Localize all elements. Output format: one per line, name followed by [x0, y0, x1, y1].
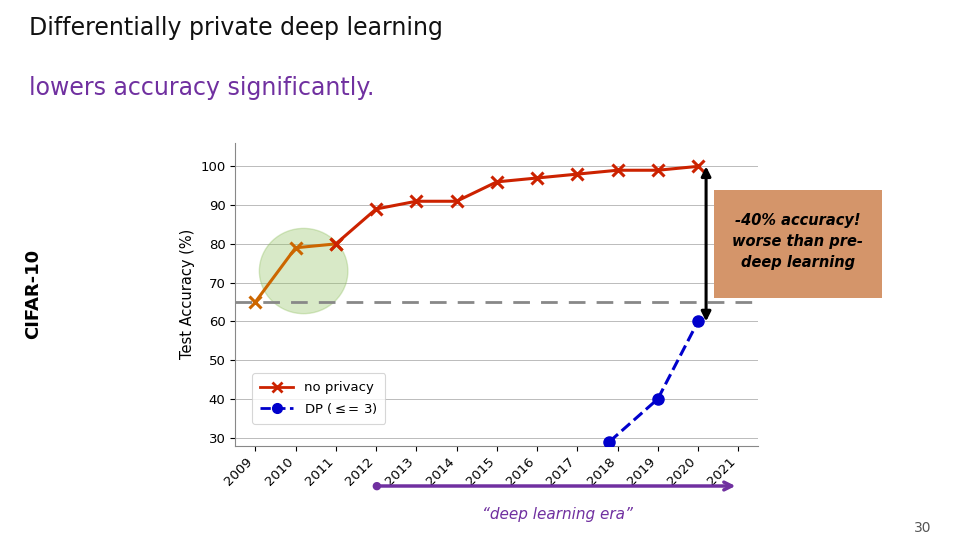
Line: DP ($\leq$= 3): DP ($\leq$= 3) [604, 316, 704, 447]
Ellipse shape [259, 228, 348, 314]
DP ($\leq$= 3) [652, 396, 663, 402]
Text: Differentially private deep learning: Differentially private deep learning [29, 16, 443, 40]
Legend: no privacy, DP ($\leq$= 3): no privacy, DP ($\leq$= 3) [252, 373, 385, 424]
Text: 30: 30 [914, 521, 931, 535]
FancyBboxPatch shape [708, 186, 889, 302]
DP ($\leq$= 3) [604, 438, 615, 445]
DP ($\leq$= 3) [692, 318, 704, 325]
Text: ●: ● [372, 481, 381, 491]
Text: lowers accuracy significantly.: lowers accuracy significantly. [29, 76, 374, 99]
Text: CIFAR-10: CIFAR-10 [25, 249, 42, 339]
Text: “deep learning era”: “deep learning era” [482, 507, 633, 522]
Y-axis label: Test Accuracy (%): Test Accuracy (%) [180, 229, 195, 360]
Text: -40% accuracy!
worse than pre-
deep learning: -40% accuracy! worse than pre- deep lear… [732, 213, 863, 270]
